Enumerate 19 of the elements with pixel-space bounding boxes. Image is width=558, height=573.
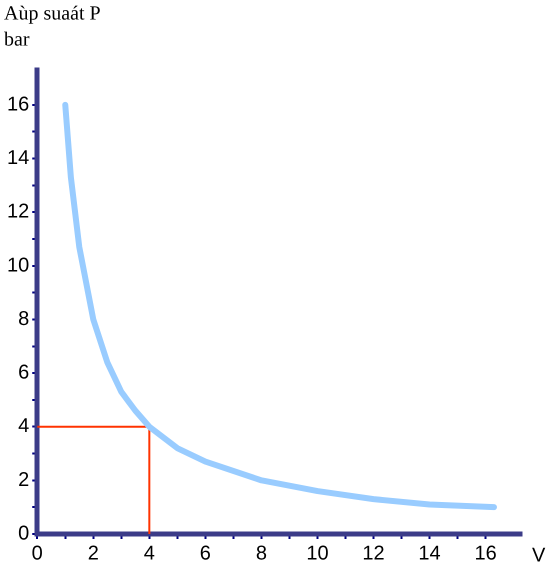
x-tick-label: 16 [474,542,497,565]
x-tick-label: 8 [256,542,267,565]
x-tick-label: 4 [144,542,155,565]
y-tick-label: 6 [18,362,30,384]
y-tick-label: 12 [6,200,30,223]
y-tick-label: 8 [18,308,30,330]
x-tick-label: 2 [88,542,99,565]
y-tick-label: 16 [6,93,30,116]
y-axis-title: Aùp suaát P bar [4,2,101,50]
y-tick-label: 2 [18,468,30,491]
x-tick-label: 12 [362,542,385,565]
y-tick-label: 14 [6,147,30,170]
x-tick-label: 6 [200,542,211,565]
y-tick-label: 0 [18,522,30,545]
y-tick-label: 4 [18,415,30,438]
x-axis-title: V [532,544,546,567]
x-tick-label: 10 [306,542,329,565]
y-tick-label: 10 [6,254,30,276]
x-tick-label: 14 [418,542,441,565]
